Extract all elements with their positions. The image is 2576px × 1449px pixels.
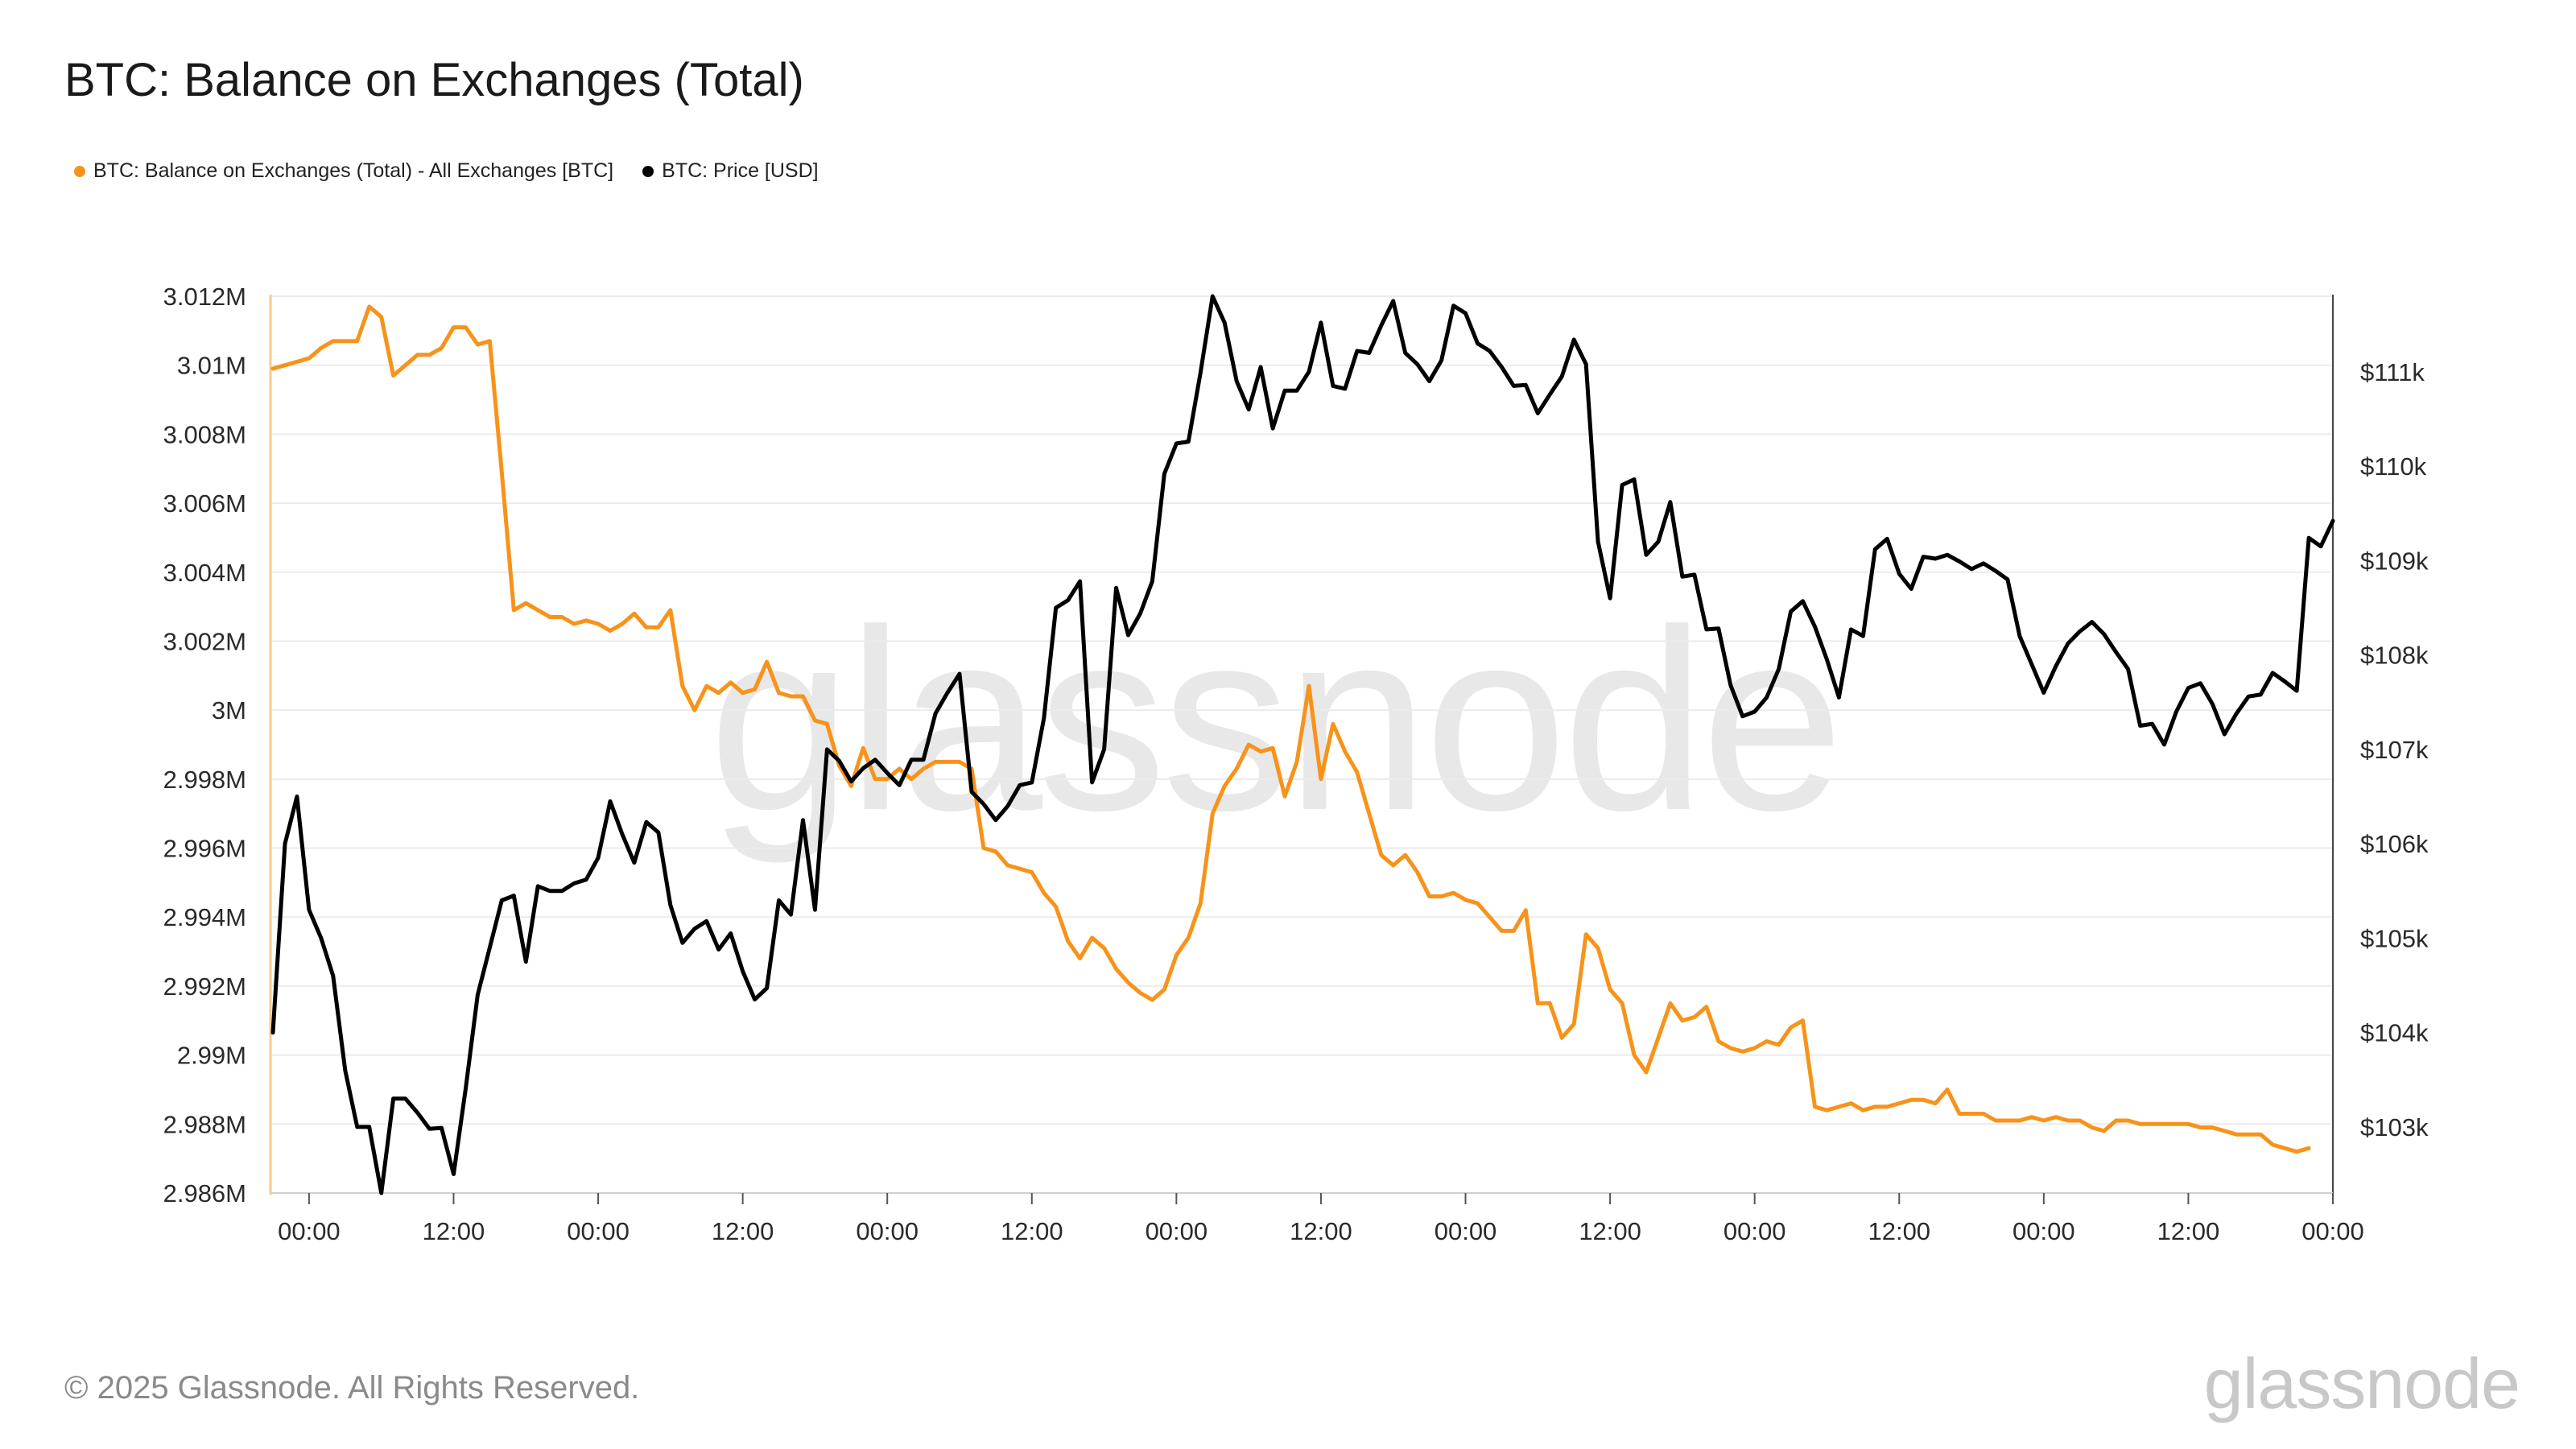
- x-tick-label: 00:00: [1435, 1217, 1497, 1245]
- y-left-tick-label: 2.998M: [163, 766, 246, 794]
- x-tick-label: 00:00: [2013, 1217, 2075, 1245]
- y-left-tick-label: 3.006M: [163, 489, 246, 518]
- y-left-tick-label: 2.99M: [177, 1042, 246, 1070]
- legend-item-exchange-balance[interactable]: BTC: Balance on Exchanges (Total) - All …: [74, 159, 613, 183]
- x-tick-label: 00:00: [2301, 1217, 2364, 1245]
- legend-dot-orange: [74, 165, 85, 177]
- y-left-tick-label: 2.994M: [163, 903, 246, 931]
- y-right-tick-label: $105k: [2360, 924, 2429, 952]
- y-right-tick-label: $103k: [2360, 1113, 2429, 1141]
- x-tick-label: 12:00: [712, 1217, 774, 1245]
- footer-copyright: © 2025 Glassnode. All Rights Reserved.: [64, 1370, 640, 1406]
- y-right-tick-label: $106k: [2360, 830, 2429, 858]
- x-tick-label: 12:00: [1001, 1217, 1063, 1245]
- y-right-tick-label: $104k: [2360, 1019, 2429, 1047]
- y-left-tick-label: 2.986M: [163, 1179, 246, 1208]
- y-right-tick-label: $111k: [2360, 358, 2425, 386]
- legend: BTC: Balance on Exchanges (Total) - All …: [74, 159, 819, 183]
- x-tick-label: 12:00: [2157, 1217, 2220, 1245]
- x-tick-label: 00:00: [278, 1217, 341, 1245]
- legend-dot-black: [642, 165, 654, 177]
- chart-title: BTC: Balance on Exchanges (Total): [64, 54, 804, 106]
- y-left-tick-label: 2.992M: [163, 972, 246, 1001]
- y-left-tick-label: 2.988M: [163, 1110, 246, 1138]
- y-right-tick-label: $109k: [2360, 547, 2429, 575]
- y-left-tick-label: 3.01M: [177, 352, 246, 380]
- y-left-tick-label: 2.996M: [163, 835, 246, 863]
- x-tick-label: 00:00: [1146, 1217, 1208, 1245]
- y-left-tick-label: 3.002M: [163, 627, 246, 655]
- y-left-tick-label: 3.004M: [163, 559, 246, 587]
- footer-brand-logo: glassnode: [2203, 1344, 2520, 1423]
- series-line-exchange-balance: [270, 304, 2311, 1154]
- x-tick-label: 12:00: [1579, 1217, 1641, 1245]
- y-left-tick-label: 3M: [212, 696, 246, 724]
- y-right-tick-label: $110k: [2360, 452, 2427, 481]
- x-tick-label: 00:00: [856, 1217, 919, 1245]
- y-right-tick-label: $108k: [2360, 642, 2429, 670]
- legend-item-price[interactable]: BTC: Price [USD]: [642, 159, 819, 183]
- y-right-tick-label: $107k: [2360, 736, 2429, 764]
- y-left-tick-label: 3.008M: [163, 420, 246, 448]
- x-tick-label: 00:00: [1724, 1217, 1786, 1245]
- x-tick-label: 12:00: [423, 1217, 485, 1245]
- y-left-tick-label: 3.012M: [163, 283, 246, 311]
- legend-label-price: BTC: Price [USD]: [662, 159, 819, 182]
- legend-label-exchange-balance: BTC: Balance on Exchanges (Total) - All …: [93, 159, 614, 182]
- x-tick-label: 12:00: [1868, 1217, 1930, 1245]
- x-tick-label: 00:00: [567, 1217, 630, 1245]
- series-line-price: [270, 294, 2335, 1195]
- x-tick-label: 12:00: [1290, 1217, 1352, 1245]
